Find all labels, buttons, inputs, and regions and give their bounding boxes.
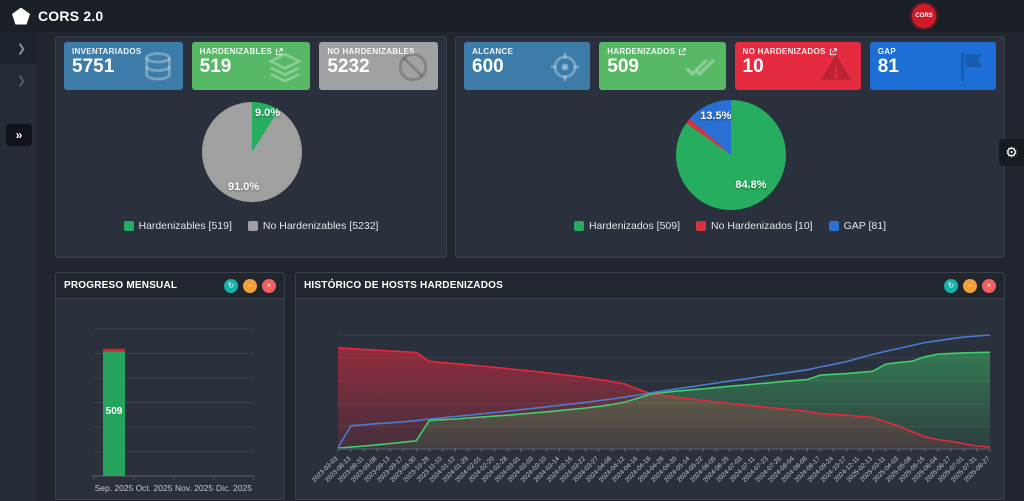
bar-segment[interactable] (103, 348, 125, 352)
card-value: 519 (199, 56, 232, 77)
pie-slice-label: 84.8% (735, 179, 767, 192)
close-button[interactable]: × (262, 278, 276, 293)
app-logo-icon (12, 7, 30, 25)
card-label: ALCANCE (472, 47, 514, 56)
panel-alcance: ALCANCE 600 HARDENIZADOS 509 (455, 36, 1005, 258)
series-line-blue[interactable] (337, 334, 991, 448)
close-button[interactable]: × (982, 278, 996, 293)
legend-item[interactable]: No Hardenizados [10] (696, 220, 813, 232)
series-line-green[interactable] (337, 351, 991, 449)
legend-item[interactable]: GAP [81] (828, 220, 886, 232)
cors-badge[interactable]: CORS (912, 4, 936, 28)
external-link-icon[interactable] (678, 47, 687, 56)
app-title: CORS 2.0 (38, 8, 104, 24)
layers-icon (268, 52, 303, 83)
widget-title: PROGRESO MENSUAL (64, 280, 178, 291)
refresh-button[interactable]: ↻ (224, 278, 238, 293)
main-content: INVENTARIADOS 5751 HARDENIZABLES 519 (36, 32, 1024, 501)
card-gap: GAP 81 (869, 42, 996, 90)
widget-header: HISTÓRICO DE HOSTS HARDENIZADOS ↻ − × (296, 273, 1004, 299)
minimize-button[interactable]: − (963, 278, 977, 293)
pie-slice-label: 9.0% (255, 107, 281, 119)
sidebar-item-1[interactable]: ❯ (0, 32, 36, 64)
chevron-right-icon: ❯ (16, 74, 26, 87)
bar-segment[interactable] (103, 351, 125, 476)
flag-icon (961, 52, 983, 82)
warning-icon (820, 54, 851, 80)
widget-title: HISTÓRICO DE HOSTS HARDENIZADOS (304, 280, 503, 291)
card-label: HARDENIZABLES (199, 47, 273, 56)
card-no-hardenizados: NO HARDENIZADOS 10 (734, 42, 861, 90)
bar-chart-svg: 509 Sep. 2025 Oct. 2025 Nov. 2025 Dic. 2025 (92, 328, 255, 493)
legend-inventario: Hardenizables [519] No Hardenizables [52… (64, 220, 438, 232)
card-label: HARDENIZADOS (607, 47, 676, 56)
panel-inventario: INVENTARIADOS 5751 HARDENIZABLES 519 (55, 36, 447, 258)
external-link-icon[interactable] (275, 47, 283, 56)
top-bar: CORS 2.0 CORS (0, 0, 1024, 32)
sidebar-item-2[interactable]: ❯ (0, 64, 36, 96)
area-chart-svg: 2023-03-032023-08-132023-08-312023-09-08… (311, 334, 992, 484)
legend-item[interactable]: No Hardenizables [5232] (247, 220, 378, 232)
x-axis-label: Oct. 2025 (136, 483, 173, 493)
gear-icon: ⚙ (1005, 144, 1018, 160)
chevron-right-icon: ❯ (16, 42, 26, 55)
card-label: GAP (877, 47, 896, 56)
card-value: 600 (472, 56, 504, 77)
legend-swatch (123, 221, 134, 231)
widget-header: PROGRESO MENSUAL ↻ − × (56, 273, 284, 299)
database-icon (144, 52, 171, 81)
x-axis-label: Nov. 2025 (175, 483, 213, 493)
legend-swatch (696, 221, 707, 231)
pie-slice-label: 13.5% (700, 109, 732, 122)
legend-item[interactable]: Hardenizables [519] (123, 220, 232, 232)
sidebar: ❯ ❯ » (0, 32, 36, 501)
legend-swatch (573, 221, 584, 231)
card-value: 81 (877, 56, 899, 77)
card-value: 5751 (72, 56, 115, 77)
double-check-icon (685, 58, 715, 77)
ban-icon (398, 52, 428, 82)
bar-chart-progreso[interactable]: 509 Sep. 2025 Oct. 2025 Nov. 2025 Dic. 2025 (56, 299, 284, 499)
legend-item[interactable]: Hardenizados [509] (573, 220, 680, 232)
card-inventariados: INVENTARIADOS 5751 (64, 42, 183, 90)
card-hardenizables: HARDENIZABLES 519 (191, 42, 311, 90)
card-label: INVENTARIADOS (72, 47, 142, 56)
settings-button[interactable]: ⚙ (999, 139, 1024, 166)
card-value: 5232 (327, 56, 370, 77)
legend-swatch (247, 221, 258, 231)
x-axis-label: Dic. 2025 (216, 483, 252, 493)
legend-alcance: Hardenizados [509] No Hardenizados [10] … (464, 220, 996, 232)
bar-value-label: 509 (106, 406, 123, 417)
card-value: 509 (607, 56, 639, 77)
external-link-icon[interactable] (829, 47, 837, 56)
card-label: NO HARDENIZABLES (327, 47, 415, 56)
card-hardenizados: HARDENIZADOS 509 (599, 42, 726, 90)
target-icon (551, 52, 580, 82)
minimize-button[interactable]: − (243, 278, 257, 293)
sidebar-collapse-button[interactable]: » (6, 124, 32, 146)
pie-slice-label: 91.0% (228, 181, 260, 193)
widget-progreso-mensual: PROGRESO MENSUAL ↻ − × 509 Sep. 2025 Oct. … (55, 272, 285, 500)
widget-historico: HISTÓRICO DE HOSTS HARDENIZADOS ↻ − × 20… (295, 272, 1005, 500)
card-value: 10 (742, 56, 764, 77)
card-no-hardenizables: NO HARDENIZABLES 5232 (319, 42, 439, 90)
card-alcance: ALCANCE 600 (464, 42, 591, 90)
refresh-button[interactable]: ↻ (944, 278, 958, 293)
double-chevron-right-icon: » (15, 128, 23, 142)
legend-swatch (828, 221, 839, 231)
x-axis-label: Sep. 2025 (95, 483, 134, 493)
brand: CORS 2.0 (12, 7, 104, 25)
pie-chart-alcance[interactable]: 13.5% 84.8% (676, 100, 786, 210)
pie-chart-inventario[interactable]: 9.0% 91.0% (202, 102, 302, 202)
series-line-red[interactable] (337, 346, 991, 448)
area-chart-historico[interactable]: 2023-03-03 2023-08-13 2023-08-31 2023-09-08… (296, 299, 1004, 499)
area-fill-green (338, 352, 990, 449)
card-label: NO HARDENIZADOS (742, 47, 826, 56)
